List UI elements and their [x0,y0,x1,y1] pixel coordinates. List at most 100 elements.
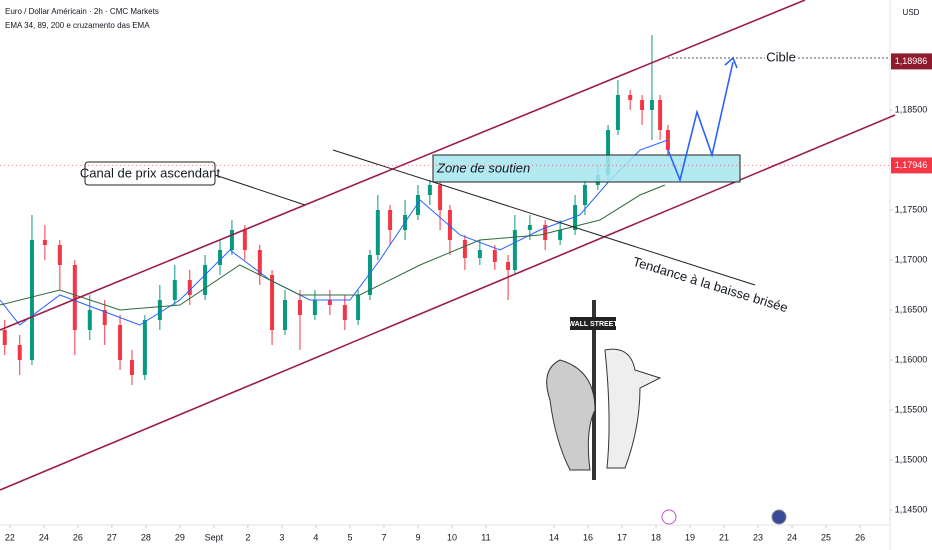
candle-body [157,300,162,320]
channel-pointer [214,174,306,206]
y-tick-label: 1,16000 [895,354,928,364]
y-tick-label: 1,17000 [895,254,928,264]
x-tick-label: 24 [787,532,797,542]
indicator-label: EMA 34, 89, 200 e cruzamento das EMA [5,21,150,30]
x-tick-label: 2 [245,532,250,542]
candle-body [356,295,361,320]
candle-body [606,130,611,175]
y-tick-label: 1,15000 [895,454,928,464]
chart-title: Euro / Dollar Américain · 2h · CMC Marke… [5,7,159,16]
candle-body [257,250,262,275]
candle-body [649,100,654,110]
y-tick-label: 1,17500 [895,204,928,214]
target-label: Cible [766,49,796,64]
candle-body [375,210,380,255]
candle-body [492,250,497,262]
x-tick-label: 17 [617,532,627,542]
x-tick-label: 26 [855,532,865,542]
candle-body [282,300,287,330]
candle-body [477,250,482,258]
price-label: 1,17946 [895,160,928,170]
x-tick-label: 26 [73,532,83,542]
x-tick-label: 10 [447,532,457,542]
ema-line [0,139,669,326]
candle-body [142,320,147,375]
y-tick-label: 1,15500 [895,404,928,414]
candle-body [327,300,332,305]
candle-body [388,210,393,230]
candle-body [57,245,62,265]
channel-label: Canal de prix ascendant [80,165,221,180]
candle-body [640,100,645,110]
candle-body [218,250,223,265]
support-label: Zone de soutien [436,160,530,175]
candle-body [447,210,452,240]
candle-body [342,305,347,320]
price-label: 1,18986 [895,56,928,66]
candle-body [229,230,234,250]
x-tick-label: 7 [381,532,386,542]
candle-body [2,330,7,345]
event-icon[interactable] [661,509,677,525]
x-tick-label: 22 [5,532,15,542]
x-tick-label: 5 [347,532,352,542]
candle-body [42,240,47,245]
x-tick-label: 25 [821,532,831,542]
x-tick-label: 16 [583,532,593,542]
candle-body [658,100,663,130]
wall-street-illustration: WALL STREET [546,300,662,480]
candle-body [438,185,443,210]
currency-label: USD [903,8,920,17]
candle-body [628,95,633,100]
x-tick-label: 23 [753,532,763,542]
y-tick-label: 1,18500 [895,104,928,114]
ema-line [0,184,666,311]
candle-body [543,225,548,240]
support-zone [432,154,741,183]
candle-body [172,280,177,300]
plot [0,35,670,385]
candle-body [118,325,123,360]
candle-body [427,185,432,195]
price-label-box [891,157,932,174]
x-tick-label: 28 [141,532,151,542]
candle-body [527,225,532,230]
channel-label-box [84,161,216,186]
candle-body [582,185,587,205]
candle-body [72,265,77,330]
trend-line [332,149,756,286]
candle-body [242,230,247,250]
x-tick-label: 27 [107,532,117,542]
candle-body [187,280,192,295]
candle-body [102,310,107,325]
candle-body [29,240,34,360]
x-tick-label: 18 [651,532,661,542]
x-tick-label: 19 [685,532,695,542]
candle-body [506,262,511,270]
candle-body [368,255,373,295]
sign-text: WALL STREET [568,321,618,328]
x-tick-label: 3 [279,532,284,542]
x-tick-label: 21 [719,532,729,542]
x-tick-label: 24 [39,532,49,542]
x-tick-label: 29 [175,532,185,542]
event-icon[interactable] [771,509,787,525]
projection-path [667,61,734,183]
candle-body [203,265,208,295]
candle-body [615,95,620,130]
price-label-box [891,53,932,70]
y-tick-label: 1,16500 [895,304,928,314]
candle-body [270,275,275,330]
x-tick-label: 9 [415,532,420,542]
channel-lower [0,114,896,491]
x-tick-label: 4 [313,532,318,542]
candle-body [415,195,420,215]
candle-body [87,310,92,330]
y-tick-label: 1,14500 [895,504,928,514]
x-tick-label: 14 [549,532,559,542]
candle-body [129,360,134,375]
x-tick-label: Sept [205,532,224,542]
channel-upper [0,0,806,331]
